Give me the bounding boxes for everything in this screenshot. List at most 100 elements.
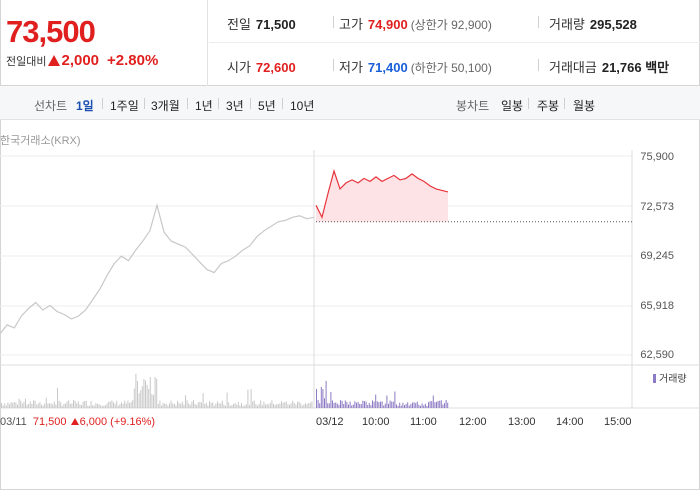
volume-bar: [384, 403, 386, 408]
volume-bar: [242, 406, 244, 408]
tab-3month[interactable]: 3개월: [151, 99, 180, 113]
volume-stat: 거래량 295,528: [549, 14, 637, 33]
volume-bar: [191, 401, 193, 408]
volume-bar: [405, 404, 407, 408]
volume-bar: [293, 403, 295, 408]
volume-bar: [185, 395, 186, 408]
volume-bar: [327, 403, 329, 408]
volume-bar: [349, 401, 351, 408]
volume-bar: [74, 400, 76, 408]
change-value: 2,000: [61, 52, 100, 69]
volume-bar: [357, 402, 359, 408]
volume-bar: [431, 401, 433, 408]
volume-bar: [25, 398, 26, 408]
volume-bar: [73, 400, 74, 408]
volume-bar: [338, 404, 340, 408]
volume-bar: [213, 405, 215, 408]
volume-bar: [61, 405, 63, 408]
volume-bar: [325, 380, 327, 408]
volume-bar: [376, 401, 378, 408]
amount-stat: 거래대금 21,766 백만: [549, 57, 669, 76]
volume-bar: [149, 377, 151, 408]
volume-bar: [330, 392, 332, 408]
volume-bar: [53, 401, 55, 408]
volume-bar: [424, 403, 426, 408]
prev-close-label: 전일: [227, 17, 251, 32]
volume-bar: [145, 380, 146, 408]
volume-bar: [76, 403, 78, 408]
volume-bar: [413, 402, 415, 408]
x-tick: 03/12: [316, 416, 344, 428]
volume-bar: [265, 404, 266, 408]
volume-bar: [39, 402, 41, 408]
volume-bar: [81, 405, 82, 408]
tab-1week[interactable]: 1주일: [110, 99, 139, 113]
volume-bar: [404, 405, 405, 408]
volume-bar: [281, 401, 282, 408]
volume-bar: [429, 401, 431, 408]
volume-bar: [359, 403, 361, 408]
volume-bar: [301, 405, 303, 408]
low-label: 저가: [339, 60, 363, 75]
tab-1year[interactable]: 1년: [195, 99, 213, 113]
volume-bar: [362, 400, 364, 408]
volume-bar: [289, 404, 290, 408]
volume-bar: [173, 403, 175, 408]
volume-bar: [207, 405, 209, 408]
volume-bar: [205, 402, 207, 408]
volume-bar: [383, 405, 385, 408]
volume-bar: [189, 404, 191, 408]
high-value: 74,900: [367, 17, 408, 32]
volume-bar: [130, 401, 132, 408]
volume-bar: [162, 403, 164, 408]
volume-bar: [324, 398, 325, 408]
volume-bar: [20, 400, 22, 408]
amount-value: 21,766 백만: [601, 60, 670, 75]
tab-10year[interactable]: 10년: [290, 99, 315, 113]
volume-bar: [113, 402, 114, 408]
y-tick: 65,918: [640, 300, 674, 312]
tab-3year[interactable]: 3년: [226, 99, 244, 113]
volume-bar: [260, 400, 262, 408]
volume-bar: [346, 402, 348, 408]
volume-bar: [402, 402, 404, 408]
volume-bar: [365, 401, 367, 408]
current-price: 73,500: [6, 14, 96, 49]
volume-bar: [389, 400, 391, 408]
volume-bar: [434, 402, 436, 408]
volume-bar: [135, 373, 137, 408]
tab-divider: [282, 98, 283, 109]
tab-daily-candle[interactable]: 일봉: [501, 99, 524, 113]
volume-bar: [309, 402, 311, 408]
low-value: 71,400: [367, 60, 408, 75]
volume-bar: [60, 402, 62, 408]
volume-bar: [5, 405, 7, 408]
prev-day-info: 03/11 71,500 6,000 (+9.16%): [0, 416, 155, 428]
volume-bar: [273, 403, 274, 408]
volume-bar: [172, 403, 174, 408]
today-line: [315, 168, 449, 220]
volume-bar: [217, 401, 218, 408]
volume-bar: [122, 403, 124, 408]
volume-bar: [154, 376, 156, 408]
volume-bar: [228, 402, 230, 408]
volume-bar: [297, 401, 298, 408]
prev-day-date: 03/11: [0, 416, 27, 428]
volume-bar: [29, 401, 31, 408]
tab-divider: [528, 98, 529, 109]
volume-bar: [201, 402, 202, 408]
tab-1day[interactable]: 1일: [76, 99, 94, 113]
stats-row-1: 전일 71,500 고가 74,900 (상한가 92,900) 거래량 295,528: [209, 0, 700, 43]
tab-5year[interactable]: 5년: [258, 99, 276, 113]
volume-bar: [320, 386, 322, 408]
tab-monthly-candle[interactable]: 월봉: [573, 99, 596, 113]
tab-weekly-candle[interactable]: 주봉: [537, 99, 560, 113]
volume-bar: [426, 405, 428, 408]
volume-bar: [316, 388, 317, 408]
volume-bar: [175, 405, 177, 408]
volume-bar: [121, 402, 122, 408]
volume-bar: [105, 405, 106, 408]
volume-bar: [153, 395, 154, 408]
volume-bar: [360, 404, 362, 408]
volume-bar: [108, 401, 110, 408]
